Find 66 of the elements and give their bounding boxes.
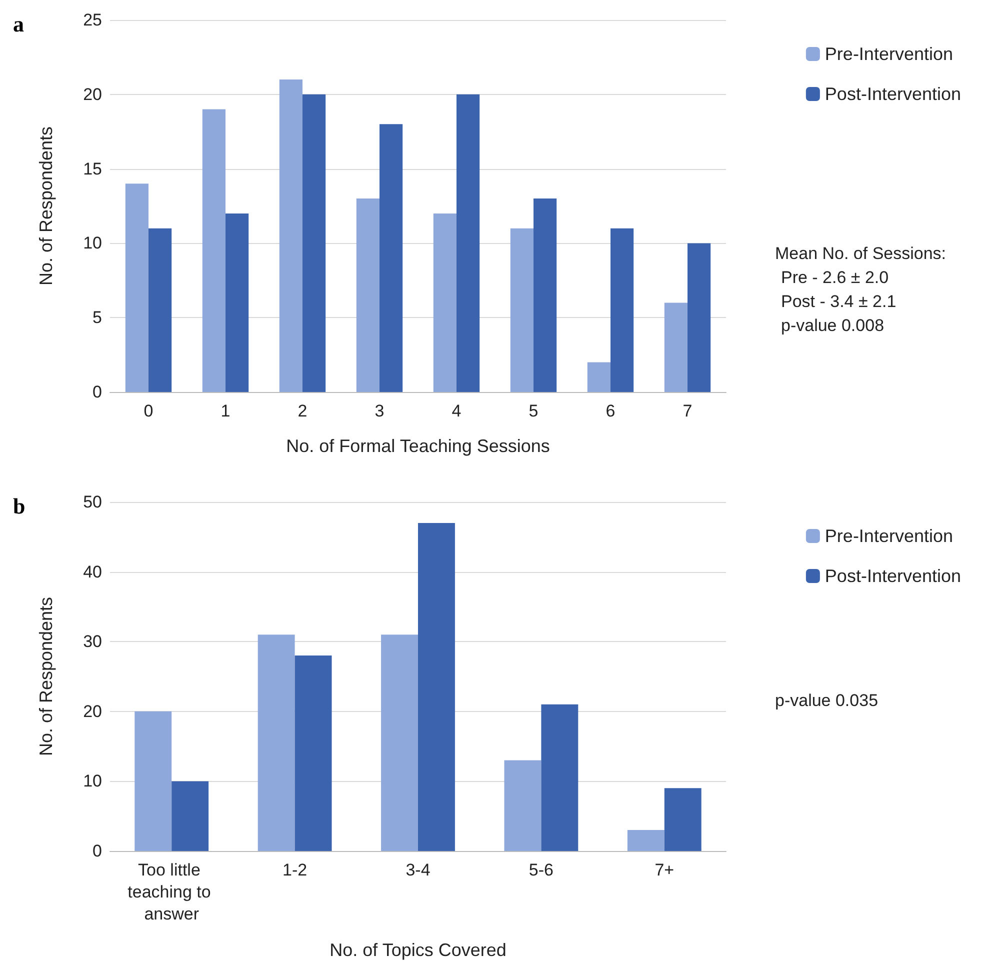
y-tick-label: 40 xyxy=(83,562,102,582)
bar xyxy=(627,830,664,851)
x-tick-label: 7 xyxy=(682,402,692,420)
x-tick-label: 5-6 xyxy=(528,860,554,880)
bar xyxy=(148,228,172,392)
x-tick-label: 3-4 xyxy=(406,860,430,880)
bar xyxy=(279,80,302,392)
bar xyxy=(664,788,702,851)
chart-title: b xyxy=(13,494,26,518)
bar xyxy=(134,711,172,851)
y-tick-label: 30 xyxy=(83,632,102,652)
bar xyxy=(534,198,557,392)
legend-label: Post-Intervention xyxy=(824,566,962,586)
y-tick-label: 20 xyxy=(83,702,102,721)
x-tick-label: 2 xyxy=(298,402,308,420)
legend-label: Pre-Intervention xyxy=(824,526,954,546)
bar xyxy=(610,228,634,392)
chart-title: a xyxy=(13,12,24,36)
y-axis-title: No. of Respondents xyxy=(36,126,56,286)
bar xyxy=(294,656,332,851)
x-tick-label: 3 xyxy=(374,402,384,420)
bar xyxy=(356,198,380,392)
text: Pre - 2.6 ± 2.0 xyxy=(781,268,889,287)
bar xyxy=(202,109,226,392)
y-tick-label: 20 xyxy=(83,84,102,104)
bar xyxy=(125,184,148,392)
bar xyxy=(172,781,209,851)
x-tick-label: Too little teaching to answer xyxy=(128,860,216,924)
legend-label: Post-Intervention xyxy=(824,84,962,104)
text: Post - 3.4 ± 2.1 xyxy=(781,292,896,311)
y-tick-label: 0 xyxy=(92,382,102,402)
bar xyxy=(380,124,403,392)
x-tick-label: 4 xyxy=(452,402,462,420)
bar xyxy=(587,362,610,392)
y-tick-label: 10 xyxy=(83,234,102,253)
bar xyxy=(381,634,418,851)
x-axis-title: No. of Topics Covered xyxy=(330,940,506,960)
bar xyxy=(456,94,480,392)
bar xyxy=(504,760,542,851)
bar xyxy=(258,634,295,851)
text: p-value 0.035 xyxy=(775,691,878,710)
x-tick-label: 1 xyxy=(220,402,230,420)
text: Mean No. of Sessions: xyxy=(775,244,946,263)
bar xyxy=(418,522,455,851)
text: p-value 0.008 xyxy=(781,316,884,335)
bar xyxy=(302,94,326,392)
bar xyxy=(510,228,534,392)
x-tick-label: 5 xyxy=(528,402,538,420)
legend-label: Pre-Intervention xyxy=(824,44,954,64)
x-tick-label: 7+ xyxy=(654,860,674,880)
bar xyxy=(541,704,578,851)
x-tick-label: 1-2 xyxy=(282,860,308,880)
y-tick-label: 25 xyxy=(83,10,102,30)
bar xyxy=(664,302,688,392)
y-tick-label: 10 xyxy=(83,772,102,791)
bar xyxy=(688,243,711,392)
x-axis-title: No. of Formal Teaching Sessions xyxy=(286,436,550,456)
y-tick-label: 5 xyxy=(92,308,102,328)
bar xyxy=(226,213,249,392)
y-tick-label: 15 xyxy=(83,159,102,178)
bar xyxy=(433,213,456,392)
y-tick-label: 50 xyxy=(83,492,102,512)
y-axis-title: No. of Respondents xyxy=(36,596,56,756)
x-tick-label: 0 xyxy=(144,402,154,420)
y-tick-label: 0 xyxy=(92,842,102,860)
x-tick-label: 6 xyxy=(606,402,616,420)
